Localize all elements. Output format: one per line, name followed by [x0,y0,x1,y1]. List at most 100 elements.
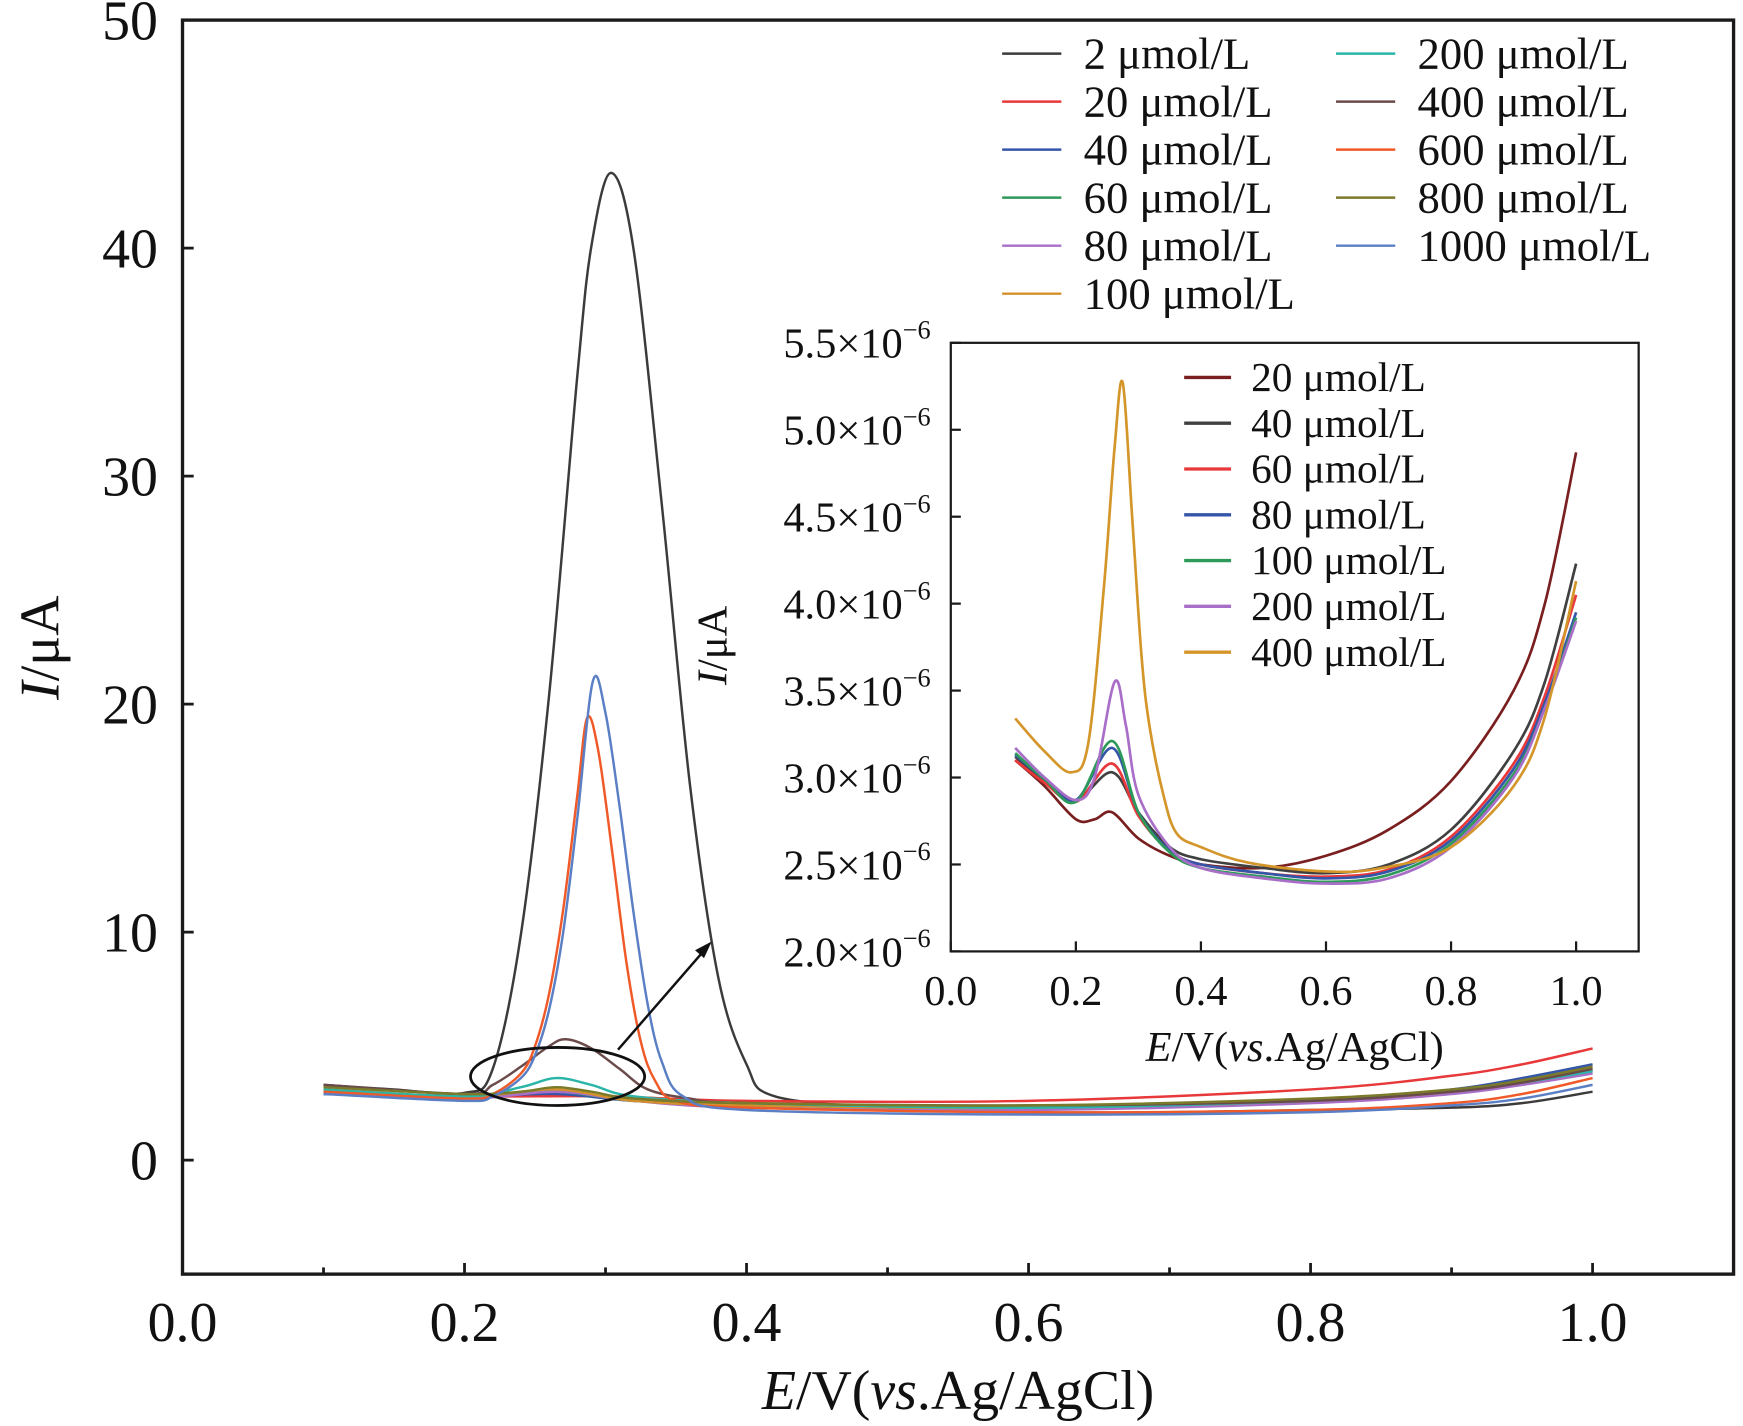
inset-x-axis-title: E/V(vs.Ag/AgCl) [1145,1024,1444,1071]
main-legend-label: 1000 μmol/L [1418,220,1652,270]
inset-y-tick-mantissa: 4.0×10 [783,581,902,628]
inset-x-tick-label: 0.0 [924,968,977,1015]
inset-x-axis-title-part: /V( [1172,1024,1229,1071]
inset-legend-item: 100 μmol/L [1184,537,1447,583]
inset-y-tick-label: 4.5×10−6 [783,489,930,541]
inset-series-20-mol-l [1014,452,1578,870]
inset-legend-label: 200 μmol/L [1251,583,1446,629]
main-series-20-mol-l [323,1047,1593,1104]
main-legend-item: 2 μmol/L [1002,28,1250,78]
main-y-axis-title: I/μA [10,595,72,700]
inset-series-group [1014,379,1578,885]
inset-y-tick-mantissa: 3.5×10 [783,668,902,715]
main-legend-label: 20 μmol/L [1084,76,1273,126]
zoom-region-ellipse [469,1046,647,1107]
arrow-head-icon [695,941,712,959]
inset-y-axis-title-part: /μA [689,605,736,671]
inset-series-200-mol-l [1014,620,1578,885]
main-legend-item: 600 μmol/L [1336,124,1629,174]
inset-legend: 20 μmol/L40 μmol/L60 μmol/L80 μmol/L100 … [1184,354,1447,675]
main-y-tick-label: 40 [102,219,158,281]
inset-series-400-mol-l [1014,379,1578,874]
main-series-80-mol-l [323,1072,1593,1112]
inset-x-tick-label: 1.0 [1550,968,1603,1015]
inset-x-tick-label: 0.6 [1299,968,1352,1015]
inset-y-tick-label: 3.5×10−6 [783,663,930,715]
inset-x-axis-title-part: .Ag/AgCl) [1263,1024,1443,1071]
inset-y-tick-exponent: −6 [903,316,931,345]
main-x-axis-title-part: .Ag/AgCl) [917,1360,1154,1422]
inset-legend-label: 400 μmol/L [1251,629,1446,675]
main-legend-item: 80 μmol/L [1002,220,1273,270]
inset-legend-item: 20 μmol/L [1184,354,1426,400]
inset-x-tick-label: 0.8 [1425,968,1478,1015]
inset-legend-label: 100 μmol/L [1251,537,1446,583]
main-x-axis-title-part: vs [870,1360,917,1422]
main-legend-item: 400 μmol/L [1336,76,1629,126]
main-series-400-mol-l [323,1038,1593,1107]
inset-y-axis-title-part: I [689,669,736,686]
main-x-tick-label: 0.6 [994,1292,1064,1354]
inset-legend-label: 40 μmol/L [1251,400,1426,446]
inset-x-tick-label: 0.4 [1174,968,1227,1015]
main-legend-label: 800 μmol/L [1418,172,1629,222]
main-x-tick-label: 0.8 [1276,1292,1346,1354]
inset-y-tick-exponent: −6 [903,663,931,692]
inset-plot-frame [949,341,1640,953]
main-legend-label: 600 μmol/L [1418,124,1629,174]
inset-y-tick-label: 5.5×10−6 [783,316,930,368]
inset-legend-item: 400 μmol/L [1184,629,1447,675]
main-x-tick-label: 1.0 [1558,1292,1628,1354]
main-legend-item: 800 μmol/L [1336,172,1629,222]
main-legend-label: 40 μmol/L [1084,124,1273,174]
main-y-tick-label: 30 [102,447,158,509]
main-y-tick-label: 10 [102,903,158,965]
inset-legend-label: 60 μmol/L [1251,446,1426,492]
main-legend-item: 20 μmol/L [1002,76,1273,126]
main-legend-label: 60 μmol/L [1084,172,1273,222]
main-x-tick-label: 0.4 [712,1292,782,1354]
inset-y-tick-label: 5.0×10−6 [783,403,930,455]
inset-y-tick-exponent: −6 [903,576,931,605]
inset-y-tick-exponent: −6 [903,750,931,779]
main-series-600-mol-l [323,715,1593,1114]
inset-legend-label: 80 μmol/L [1251,491,1426,537]
main-legend-label: 80 μmol/L [1084,220,1273,270]
main-x-axis-title: E/V(vs.Ag/AgCl) [761,1360,1154,1422]
main-plot-frame [180,18,1736,1276]
inset-y-tick-mantissa: 3.0×10 [783,755,902,802]
main-x-tick-label: 0.2 [430,1292,500,1354]
main-y-tick-label: 50 [102,0,158,53]
main-legend-label: 200 μmol/L [1418,28,1629,78]
inset-y-tick-label: 2.0×10−6 [783,924,930,976]
main-legend-item: 100 μmol/L [1002,268,1295,318]
main-x-axis-title-part: /V( [796,1360,870,1422]
inset-y-tick-mantissa: 5.5×10 [783,321,902,368]
main-legend-label: 400 μmol/L [1418,76,1629,126]
main-y-axis-title-part: I [10,679,72,701]
main-legend: 2 μmol/L20 μmol/L40 μmol/L60 μmol/L80 μm… [1002,28,1651,318]
inset-y-tick-exponent: −6 [903,837,931,866]
inset-y-tick-exponent: −6 [903,924,931,953]
main-y-axis-title-part: /μA [10,595,72,681]
inset-y-tick-mantissa: 4.5×10 [783,495,902,542]
main-x-tick-label: 0.0 [148,1292,218,1354]
main-y-tick-label: 0 [130,1131,158,1193]
zoom-arrow-line [617,947,708,1051]
main-legend-label: 100 μmol/L [1084,268,1295,318]
inset-y-tick-exponent: −6 [903,489,931,518]
inset-background [950,342,1639,952]
main-legend-item: 40 μmol/L [1002,124,1273,174]
inset-legend-item: 40 μmol/L [1184,400,1426,446]
zoom-annotation [469,941,712,1107]
inset-x-tick-label: 0.2 [1049,968,1102,1015]
inset-plot: 0.0 0.2 0.4 0.6 0.8 1.02.0×10−62.5×10−63.0×10… [689,316,1640,1071]
inset-x-axis-title-part: E [1145,1024,1172,1071]
main-series-800-mol-l [323,1065,1593,1107]
main-series-group [323,171,1593,1116]
main-plot: 0.0 0.2 0.4 0.6 0.8 1.001020304050E/V(vs.Ag/A… [10,0,1736,1422]
inset-y-tick-mantissa: 5.0×10 [783,408,902,455]
main-legend-item: 200 μmol/L [1336,28,1629,78]
inset-y-axis-title: I/μA [689,605,736,686]
